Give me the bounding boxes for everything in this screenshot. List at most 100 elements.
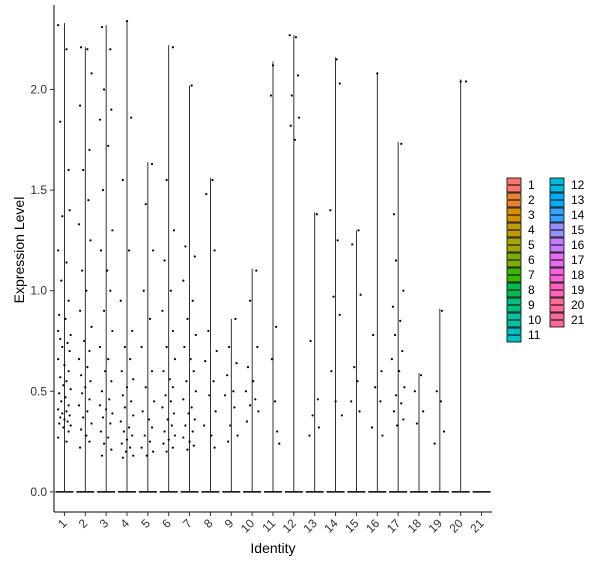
point-9-6 bbox=[233, 406, 236, 409]
point-4-5 bbox=[131, 329, 134, 333]
point-2-29 bbox=[78, 446, 82, 449]
point-1-20 bbox=[67, 370, 70, 373]
point-13-1 bbox=[309, 339, 312, 343]
point-18-0 bbox=[419, 374, 423, 377]
point-10-3 bbox=[246, 366, 250, 369]
point-1-38 bbox=[62, 426, 65, 429]
point-9-2 bbox=[235, 362, 238, 365]
point-12-1 bbox=[294, 36, 298, 39]
point-16-0 bbox=[376, 72, 379, 75]
point-4-24 bbox=[121, 456, 124, 459]
point-11-6 bbox=[278, 442, 281, 445]
point-2-15 bbox=[77, 357, 81, 361]
y-axis-title: Expression Level bbox=[11, 197, 27, 304]
point-5-13 bbox=[148, 440, 152, 443]
point-1-22 bbox=[65, 380, 68, 383]
point-4-17 bbox=[122, 430, 125, 433]
x-tick-label-14: 14 bbox=[321, 516, 341, 536]
point-3-14 bbox=[107, 357, 110, 361]
point-2-4 bbox=[88, 148, 91, 151]
point-1-32 bbox=[68, 414, 71, 417]
point-1-23 bbox=[62, 384, 65, 387]
point-14-2 bbox=[329, 209, 332, 212]
point-7-17 bbox=[191, 430, 194, 433]
point-1-14 bbox=[59, 337, 62, 341]
point-10-4 bbox=[252, 380, 255, 383]
point-4-4 bbox=[119, 299, 122, 302]
point-3-24 bbox=[99, 430, 103, 433]
point-4-22 bbox=[124, 450, 128, 453]
point-5-3 bbox=[142, 289, 145, 292]
point-9-9 bbox=[227, 440, 230, 443]
y-axis-ticks: 0.0 0.5 1.0 1.5 2.0 bbox=[30, 83, 54, 499]
point-6-13 bbox=[169, 400, 172, 403]
point-6-2 bbox=[172, 229, 176, 232]
point-8-11 bbox=[213, 446, 216, 449]
legend-label-9: 9 bbox=[528, 298, 535, 312]
point-7-1 bbox=[184, 245, 187, 248]
point-2-1 bbox=[86, 48, 89, 51]
point-1-15 bbox=[66, 341, 69, 345]
point-14-5 bbox=[338, 313, 341, 316]
point-1-8 bbox=[60, 279, 63, 282]
point-1-33 bbox=[59, 416, 62, 419]
point-14-7 bbox=[334, 400, 337, 403]
point-4-9 bbox=[132, 378, 135, 381]
point-16-5 bbox=[370, 426, 374, 429]
x-tick-label-12: 12 bbox=[280, 516, 300, 536]
point-11-1 bbox=[269, 94, 273, 97]
point-17-6 bbox=[393, 333, 397, 337]
point-7-16 bbox=[184, 424, 187, 427]
point-3-26 bbox=[102, 442, 106, 445]
point-8-5 bbox=[204, 360, 207, 363]
point-9-0 bbox=[234, 317, 237, 320]
point-3-15 bbox=[104, 370, 107, 373]
point-1-18 bbox=[57, 357, 60, 361]
point-12-0 bbox=[288, 34, 291, 37]
point-1-28 bbox=[67, 404, 70, 407]
point-5-0 bbox=[150, 162, 154, 166]
point-15-5 bbox=[350, 400, 353, 403]
point-5-14 bbox=[140, 446, 143, 449]
point-3-5 bbox=[107, 144, 110, 147]
point-3-1 bbox=[109, 48, 112, 51]
point-6-20 bbox=[167, 438, 170, 441]
legend-label-2: 2 bbox=[528, 193, 535, 207]
point-3-27 bbox=[110, 448, 113, 451]
point-7-19 bbox=[188, 440, 191, 443]
point-4-23 bbox=[132, 454, 135, 457]
y-tick-label-0: 0.0 bbox=[30, 485, 47, 499]
point-3-23 bbox=[109, 422, 112, 425]
point-7-5 bbox=[186, 317, 189, 320]
point-1-13 bbox=[69, 333, 72, 337]
x-tick-label-21: 21 bbox=[467, 516, 487, 536]
x-tick-label-10: 10 bbox=[238, 516, 258, 536]
point-7-10 bbox=[185, 380, 188, 383]
x-tick-label-7: 7 bbox=[180, 516, 195, 531]
point-2-24 bbox=[82, 416, 85, 419]
point-7-9 bbox=[192, 370, 195, 373]
point-6-17 bbox=[170, 424, 173, 427]
point-14-4 bbox=[332, 295, 335, 298]
point-14-1 bbox=[338, 82, 341, 85]
point-4-14 bbox=[132, 414, 135, 417]
legend-label-8: 8 bbox=[528, 283, 535, 297]
legend-label-4: 4 bbox=[528, 223, 535, 237]
point-1-41 bbox=[65, 440, 68, 443]
legend-label-11: 11 bbox=[528, 328, 541, 342]
point-4-11 bbox=[121, 394, 124, 397]
point-5-5 bbox=[140, 345, 143, 349]
legend-label-6: 6 bbox=[528, 253, 535, 267]
point-7-12 bbox=[182, 398, 185, 401]
legend-label-21: 21 bbox=[571, 313, 585, 327]
point-17-3 bbox=[402, 289, 405, 292]
point-11-4 bbox=[273, 400, 277, 403]
point-17-1 bbox=[400, 142, 403, 145]
point-2-5 bbox=[82, 168, 85, 172]
point-5-12 bbox=[143, 434, 146, 437]
point-4-20 bbox=[120, 442, 123, 445]
point-9-7 bbox=[229, 424, 232, 427]
point-3-16 bbox=[110, 380, 113, 383]
point-7-3 bbox=[182, 279, 185, 282]
